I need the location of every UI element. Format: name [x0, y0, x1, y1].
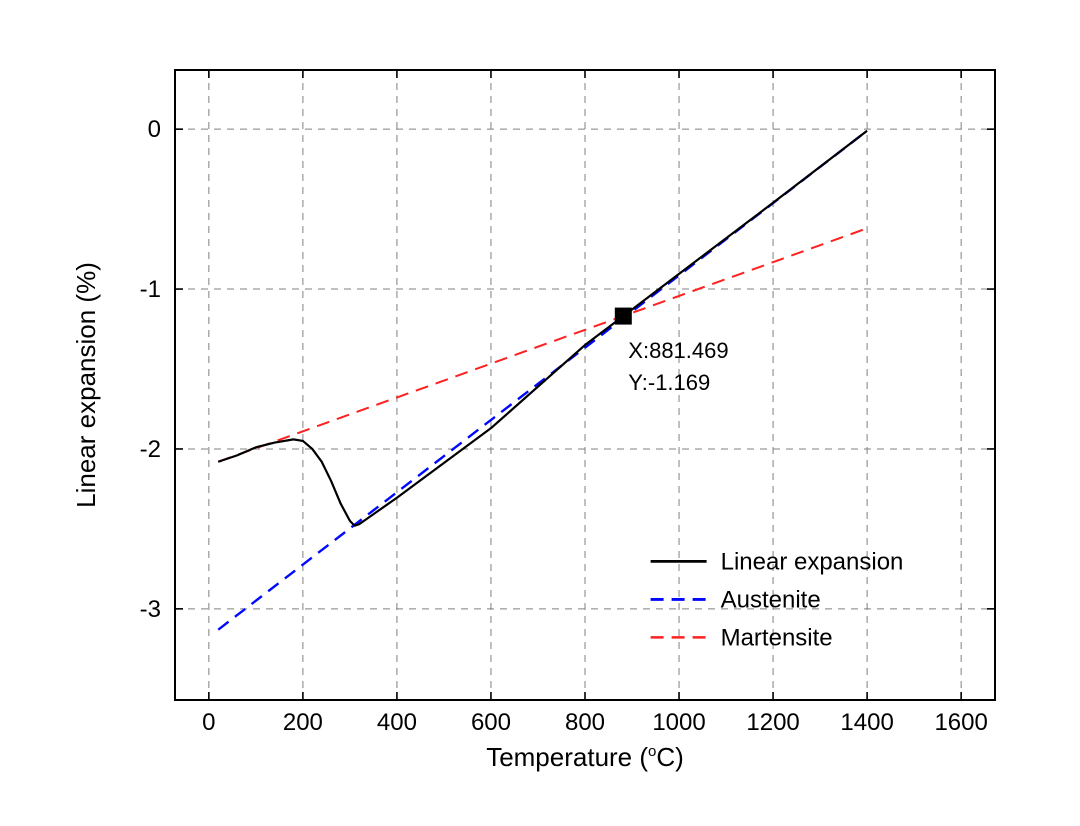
x-tick-label: 600	[471, 709, 511, 736]
y-tick-label: -3	[140, 596, 161, 623]
x-tick-label: 1200	[746, 709, 799, 736]
y-axis-label: Linear expansion (%)	[71, 262, 101, 508]
x-tick-label: 0	[202, 709, 215, 736]
x-tick-label: 400	[377, 709, 417, 736]
marker-annotation-x: X:881.469	[628, 338, 728, 363]
y-tick-label: -2	[140, 436, 161, 463]
expansion-chart: 02004006008001000120014001600-3-2-10Temp…	[0, 0, 1080, 826]
legend-label: Linear expansion	[721, 548, 904, 575]
chart-container: 02004006008001000120014001600-3-2-10Temp…	[0, 0, 1080, 826]
x-tick-label: 1600	[934, 709, 987, 736]
x-tick-label: 1000	[652, 709, 705, 736]
legend-label: Austenite	[721, 586, 821, 613]
marker-annotation-y: Y:-1.169	[628, 370, 710, 395]
x-tick-label: 1400	[840, 709, 893, 736]
data-marker	[615, 308, 632, 325]
legend-label: Martensite	[721, 624, 833, 651]
y-tick-label: -1	[140, 276, 161, 303]
y-tick-label: 0	[148, 116, 161, 143]
x-tick-label: 800	[565, 709, 605, 736]
x-tick-label: 200	[283, 709, 323, 736]
